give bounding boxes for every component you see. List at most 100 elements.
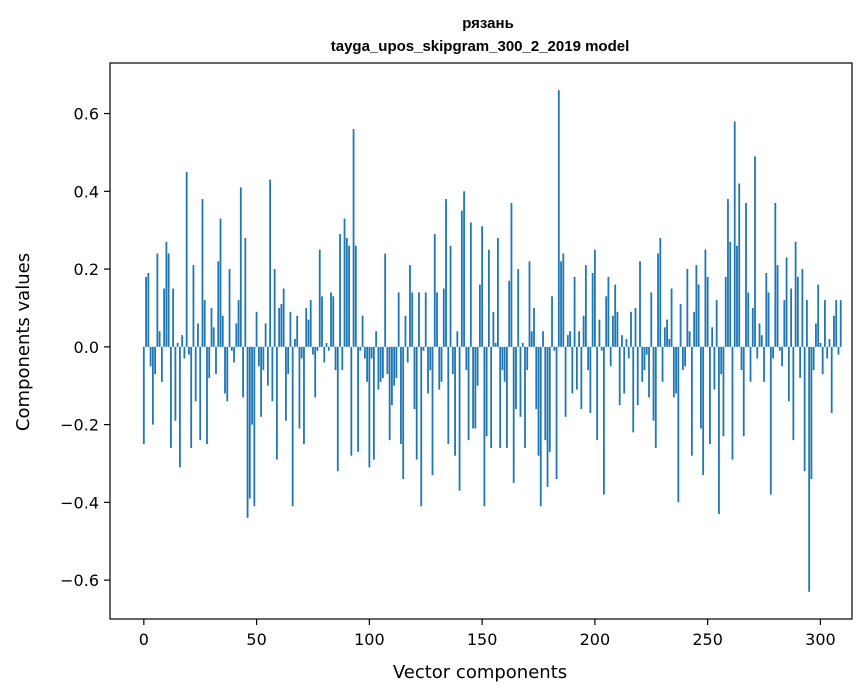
bar-58 [273, 269, 276, 347]
bar-56 [269, 179, 272, 347]
x-tick-label: 200 [580, 630, 611, 649]
bar-170 [526, 346, 529, 371]
bar-17 [181, 335, 184, 347]
bar-74 [309, 300, 312, 347]
bar-220 [639, 261, 641, 347]
bar-12 [169, 346, 172, 448]
x-tick-label: 0 [139, 630, 149, 649]
bar-264 [738, 183, 741, 347]
bar-270 [751, 307, 754, 347]
bar-81 [325, 342, 328, 347]
bar-109 [388, 346, 391, 441]
bar-300 [819, 342, 822, 347]
bar-73 [307, 319, 310, 347]
bar-131 [438, 346, 441, 390]
bar-229 [659, 237, 662, 347]
bar-13 [172, 288, 175, 347]
bar-33 [217, 261, 220, 347]
bar-147 [474, 346, 477, 429]
bar-279 [772, 346, 774, 359]
bar-101 [370, 346, 373, 359]
bar-16 [179, 346, 181, 468]
bar-45 [244, 237, 247, 347]
bar-156 [494, 342, 497, 347]
bar-216 [630, 311, 632, 347]
bar-171 [528, 261, 531, 347]
bar-185 [560, 261, 562, 347]
y-tick-label: 0.0 [74, 338, 99, 357]
y-axis-label: Components values [13, 253, 34, 431]
bar-116 [404, 315, 407, 347]
bar-188 [566, 335, 569, 347]
bar-61 [280, 304, 283, 347]
bar-60 [278, 307, 281, 347]
bar-160 [503, 346, 506, 382]
bar-299 [817, 284, 820, 347]
x-tick-label: 100 [354, 630, 385, 649]
bar-215 [627, 346, 630, 359]
bar-284 [783, 300, 786, 347]
bar-67 [294, 339, 296, 347]
axes: 0 50 100 150 200 250 300 −0.6 −0.4 −0.2 0.0 0.2 0.4 0… [60, 62, 853, 649]
bar-198 [589, 346, 592, 413]
bar-225 [650, 292, 653, 347]
bar-226 [652, 346, 655, 421]
bar-96 [359, 346, 362, 351]
bar-236 [675, 346, 677, 394]
bar-139 [456, 331, 459, 347]
bar-106 [381, 346, 384, 378]
bar-278 [769, 346, 772, 495]
bar-303 [826, 346, 829, 359]
bar-63 [285, 346, 287, 421]
bar-168 [521, 342, 524, 347]
bar-239 [681, 346, 684, 371]
bar-182 [553, 346, 556, 351]
bar-69 [298, 346, 301, 429]
bar-72 [305, 307, 308, 347]
bar-151 [483, 346, 486, 507]
bar-127 [429, 346, 432, 371]
bar-256 [720, 346, 723, 375]
bar-246 [697, 284, 700, 347]
bar-250 [706, 276, 709, 347]
bar-202 [598, 319, 601, 347]
bar-276 [765, 272, 768, 347]
bar-92 [350, 346, 353, 456]
bar-280 [774, 202, 777, 347]
bar-102 [372, 346, 375, 460]
bar-19 [185, 171, 188, 347]
bar-301 [821, 346, 824, 375]
bar-88 [341, 346, 344, 371]
bar-161 [506, 346, 508, 448]
bar-2 [147, 272, 150, 347]
bar-251 [709, 346, 711, 445]
bar-169 [524, 346, 526, 448]
bar-244 [693, 311, 696, 347]
bar-23 [194, 346, 197, 402]
bar-93 [352, 129, 355, 347]
x-tick-label: 250 [692, 630, 723, 649]
bar-145 [469, 222, 472, 347]
bar-49 [253, 346, 256, 507]
bar-291 [799, 346, 802, 378]
bar-120 [413, 346, 416, 410]
bar-53 [262, 346, 265, 371]
bar-95 [357, 346, 359, 452]
bar-20 [188, 346, 190, 355]
bar-105 [379, 346, 382, 382]
bar-212 [621, 335, 623, 347]
bar-266 [742, 346, 745, 437]
bar-26 [201, 199, 204, 347]
bar-224 [648, 346, 650, 398]
bar-117 [406, 346, 409, 363]
bar-71 [303, 346, 305, 445]
x-tick-label: 150 [467, 630, 498, 649]
bar-175 [537, 346, 540, 456]
bar-289 [794, 241, 797, 347]
bar-29 [208, 346, 211, 378]
bar-57 [271, 346, 274, 402]
bar-0 [142, 346, 145, 445]
bar-206 [607, 276, 610, 347]
y-tick-label: 0.4 [74, 182, 99, 201]
bar-121 [415, 346, 418, 460]
